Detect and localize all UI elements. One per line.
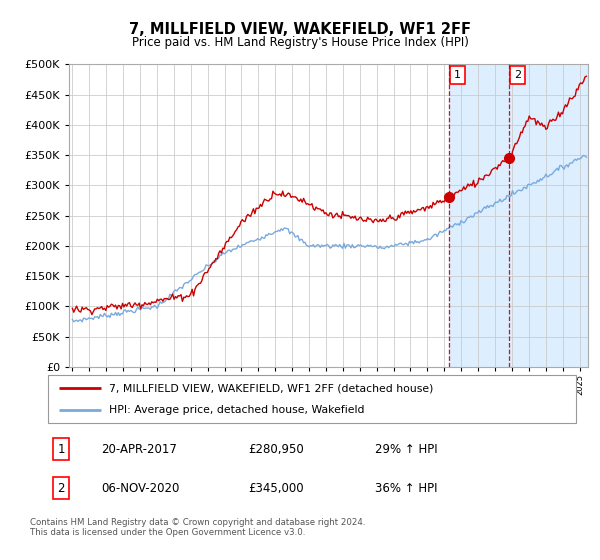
Text: 2: 2	[514, 70, 521, 80]
Text: 29% ↑ HPI: 29% ↑ HPI	[376, 442, 438, 456]
FancyBboxPatch shape	[48, 375, 576, 423]
Text: Contains HM Land Registry data © Crown copyright and database right 2024.
This d: Contains HM Land Registry data © Crown c…	[30, 518, 365, 538]
Text: 20-APR-2017: 20-APR-2017	[101, 442, 176, 456]
Text: 7, MILLFIELD VIEW, WAKEFIELD, WF1 2FF: 7, MILLFIELD VIEW, WAKEFIELD, WF1 2FF	[129, 22, 471, 38]
Text: 06-NOV-2020: 06-NOV-2020	[101, 482, 179, 494]
Text: HPI: Average price, detached house, Wakefield: HPI: Average price, detached house, Wake…	[109, 405, 364, 415]
Text: 1: 1	[454, 70, 461, 80]
Text: 36% ↑ HPI: 36% ↑ HPI	[376, 482, 438, 494]
Text: 1: 1	[58, 442, 65, 456]
Bar	[449, 64, 588, 367]
Text: Price paid vs. HM Land Registry's House Price Index (HPI): Price paid vs. HM Land Registry's House …	[131, 36, 469, 49]
Text: 2: 2	[58, 482, 65, 494]
Text: 7, MILLFIELD VIEW, WAKEFIELD, WF1 2FF (detached house): 7, MILLFIELD VIEW, WAKEFIELD, WF1 2FF (d…	[109, 383, 433, 393]
Text: £280,950: £280,950	[248, 442, 304, 456]
Text: £345,000: £345,000	[248, 482, 304, 494]
